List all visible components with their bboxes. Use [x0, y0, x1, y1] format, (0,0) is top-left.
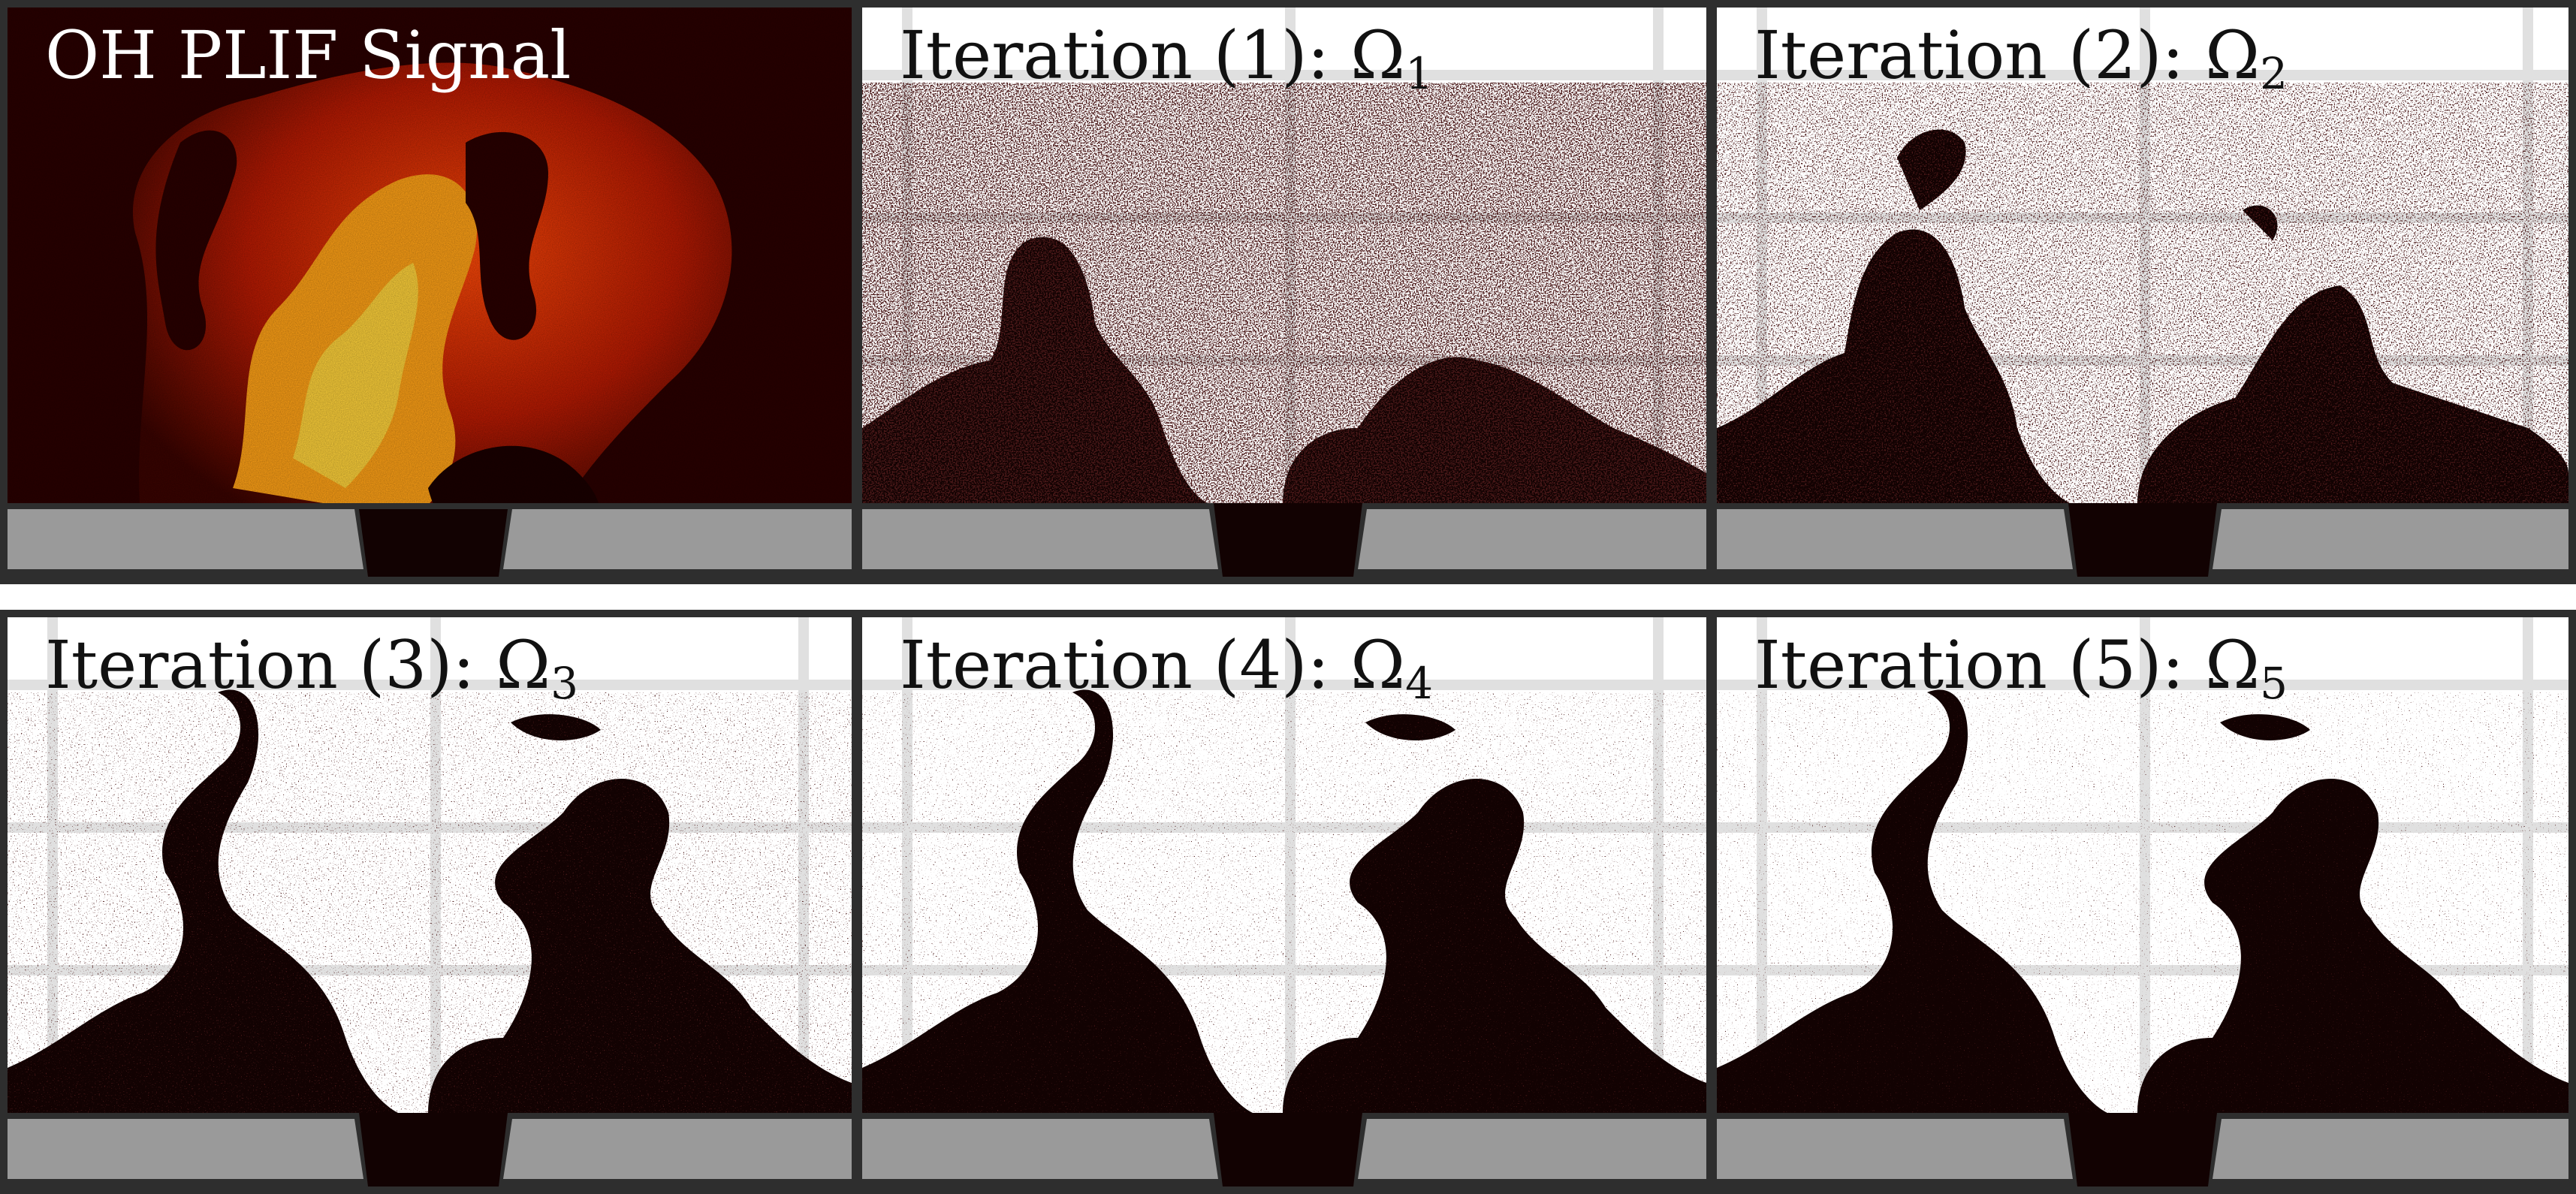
panel-title-iteration-2: Iteration (2): Ω2 — [1754, 23, 2288, 96]
panel-title-subscript: 3 — [550, 658, 579, 709]
panel-title-subscript: 2 — [2260, 48, 2288, 99]
oh-plif-signal-image — [8, 8, 852, 577]
panel-title-text: Iteration (2): Ω — [1754, 17, 2261, 94]
panel-iteration-5: Iteration (5): Ω5 — [1717, 617, 2568, 1186]
panel-title-text: Iteration (1): Ω — [900, 17, 1406, 94]
panel-title-iteration-4: Iteration (4): Ω4 — [900, 632, 1433, 706]
iteration-5-mask-image — [1717, 617, 2568, 1186]
panel-title-subscript: 1 — [1405, 48, 1434, 99]
panel-title-subscript: 4 — [1405, 658, 1434, 709]
panel-title-iteration-1: Iteration (1): Ω1 — [900, 23, 1433, 96]
panel-title-oh-plif: OH PLIF Signal — [45, 23, 571, 89]
panel-iteration-3: Iteration (3): Ω3 — [8, 617, 852, 1186]
panel-iteration-2: Iteration (2): Ω2 — [1717, 8, 2568, 577]
iteration-2-mask-image — [1717, 8, 2568, 577]
panel-title-text: Iteration (3): Ω — [45, 626, 551, 704]
panel-iteration-1: Iteration (1): Ω1 — [862, 8, 1706, 577]
panel-oh-plif-signal: OH PLIF Signal — [8, 8, 852, 577]
panel-title-subscript: 5 — [2260, 658, 2288, 709]
iteration-1-mask-image — [862, 8, 1706, 577]
iteration-3-mask-image — [8, 617, 852, 1186]
panel-title-iteration-5: Iteration (5): Ω5 — [1754, 632, 2288, 706]
panel-title-iteration-3: Iteration (3): Ω3 — [45, 632, 578, 706]
panel-title-text: OH PLIF Signal — [45, 17, 572, 94]
panel-title-text: Iteration (5): Ω — [1754, 626, 2261, 704]
panel-title-text: Iteration (4): Ω — [900, 626, 1406, 704]
panel-iteration-4: Iteration (4): Ω4 — [862, 617, 1706, 1186]
iteration-4-mask-image — [862, 617, 1706, 1186]
